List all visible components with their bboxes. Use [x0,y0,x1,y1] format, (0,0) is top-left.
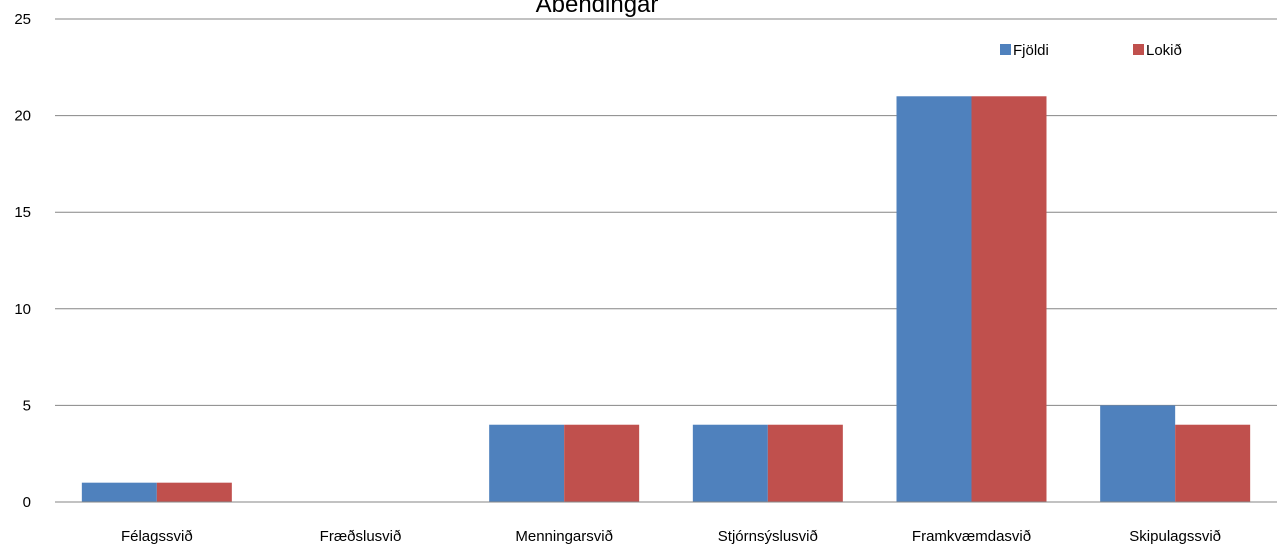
x-category-label: Stjórnsýslusvið [718,528,818,545]
bar-fj-ldi-2 [489,424,565,502]
x-category-label: Framkvæmdasvið [912,528,1031,545]
x-category-label: Fræðslusvið [320,528,402,545]
y-tick-label: 20 [14,108,31,125]
bar-loki--4 [971,96,1047,502]
y-tick-label: 10 [14,301,31,318]
chart-title: Ábendingar [536,0,659,18]
legend-swatch-fj-ldi [1000,44,1011,55]
y-tick-label: 0 [23,494,31,511]
y-tick-label: 15 [14,204,31,221]
legend-swatch-loki- [1133,44,1144,55]
legend-label: Fjöldi [1013,42,1049,59]
bar-fj-ldi-3 [692,424,768,502]
bar-fj-ldi-0 [81,482,157,502]
x-category-label: Félagssvið [121,528,193,545]
bar-loki--5 [1175,424,1251,502]
x-category-label: Menningarsvið [515,528,613,545]
y-tick-label: 25 [14,11,31,28]
bar-fj-ldi-4 [896,96,972,502]
bar-loki--0 [156,482,232,502]
y-tick-label: 5 [23,397,31,414]
bar-loki--2 [564,424,640,502]
legend-label: Lokið [1146,42,1182,59]
x-category-label: Skipulagssvið [1129,528,1221,545]
bar-loki--3 [767,424,843,502]
bar-fj-ldi-5 [1100,405,1176,502]
